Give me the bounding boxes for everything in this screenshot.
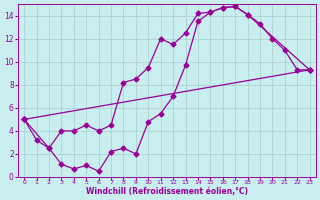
X-axis label: Windchill (Refroidissement éolien,°C): Windchill (Refroidissement éolien,°C) xyxy=(86,187,248,196)
